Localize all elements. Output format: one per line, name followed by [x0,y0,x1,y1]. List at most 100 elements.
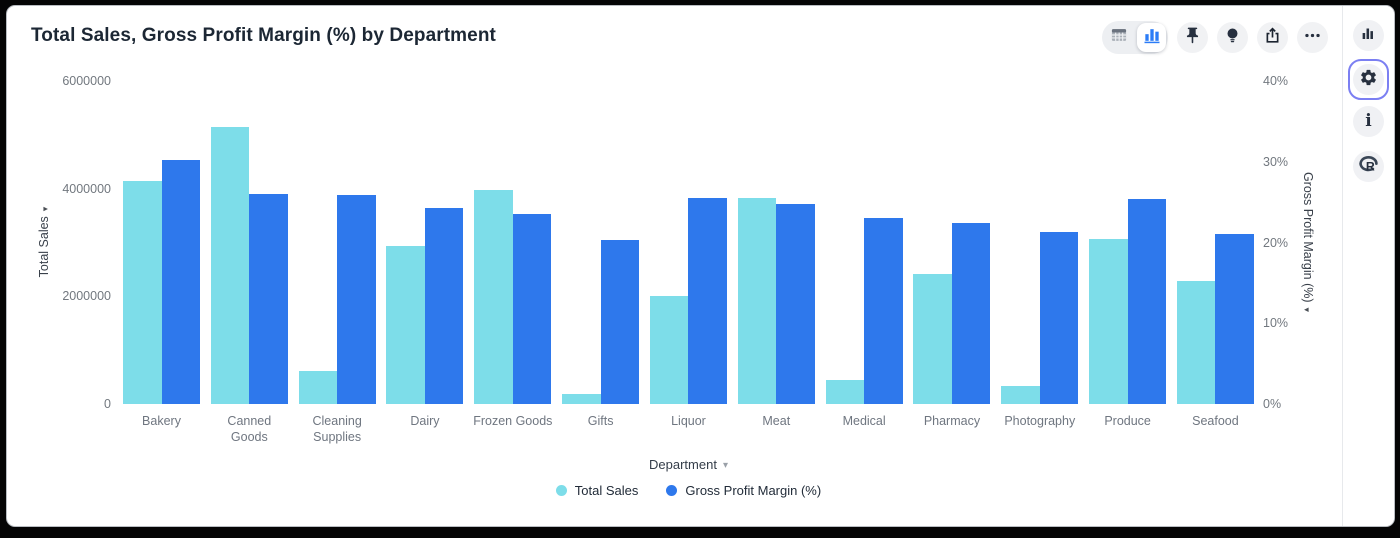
info-icon: i [1365,111,1372,131]
total-sales-bar[interactable] [1001,386,1040,404]
total-sales-bar[interactable] [649,296,689,404]
bar-group: Meat [737,81,815,428]
gross-profit-margin-bar[interactable] [161,160,200,404]
chart-legend: Total Sales Gross Profit Margin (%) [123,483,1254,498]
bar-group: Pharmacy [913,81,991,428]
left-axis-tick: 4000000 [62,181,111,196]
svg-text:R: R [1366,159,1375,173]
gross-profit-margin-bar[interactable] [1215,233,1254,404]
total-sales-bar[interactable] [1176,281,1216,404]
total-sales-bar[interactable] [123,180,162,404]
right-axis-tick: 30% [1263,154,1289,169]
total-sales-bar[interactable] [474,189,513,404]
legend-label: Gross Profit Margin (%) [685,483,822,498]
left-axis-title-text: Total Sales [37,216,51,278]
total-sales-bar[interactable] [210,126,250,404]
x-axis-category-label: Seafood [1192,414,1239,428]
pin-icon [1183,26,1202,50]
lightbulb-icon [1223,26,1242,50]
chart-widget: Total Sales, Gross Profit Margin (%) by … [7,6,1342,526]
x-axis-category-label: Dairy [410,414,440,428]
total-sales-bar[interactable] [737,198,777,404]
x-axis-category-label: Medical [842,414,886,428]
info-button[interactable]: i [1353,106,1384,137]
x-axis-category-label: Produce [1104,414,1151,428]
gross-profit-margin-bar[interactable] [337,194,376,404]
gross-profit-margin-bar[interactable] [688,198,727,404]
x-axis-category-label: Liquor [671,414,706,428]
right-icon-rail: i R [1342,6,1394,526]
gross-profit-margin-bar[interactable] [600,240,640,404]
gross-profit-margin-bar[interactable] [864,218,903,404]
gross-profit-margin-bar[interactable] [776,203,815,404]
x-axis-category-label: Photography [1004,414,1076,428]
left-axis-tick: 6000000 [62,74,111,88]
axis-sort-caret: ▾ [1302,307,1312,313]
chart-panel-button[interactable] [1353,20,1384,51]
x-axis-category-label: Cleaning Supplies [312,414,362,444]
chart-title: Total Sales, Gross Profit Margin (%) by … [31,25,496,46]
legend-item[interactable]: Total Sales [555,483,638,498]
total-sales-bar[interactable] [298,370,338,404]
settings-button[interactable] [1353,64,1384,95]
view-toggle [1102,21,1168,54]
right-y-axis: 40% 30% 20% 10% 0% [1263,74,1307,411]
right-axis-title[interactable]: Gross Profit Margin (%) ▾ [1301,172,1315,312]
export-button[interactable] [1257,22,1288,53]
x-axis-category-label: Canned Goods [227,414,272,444]
x-axis-category-label: Frozen Goods [473,414,553,428]
plot-area: Bakery Canned Goods Cleaning Supplies Dairy… [123,81,1254,444]
right-axis-tick: 10% [1263,316,1289,331]
gross-profit-margin-bar[interactable] [249,194,288,404]
r-logo-icon: R [1358,154,1379,180]
r-language-button[interactable]: R [1353,151,1384,182]
export-share-icon [1263,26,1282,50]
total-sales-bar[interactable] [1089,238,1128,404]
app-window: Total Sales, Gross Profit Margin (%) by … [6,5,1395,527]
left-axis-title[interactable]: Total Sales ▾ [37,207,51,278]
left-y-axis: 6000000 4000000 2000000 0 [7,74,111,411]
more-options-button[interactable] [1297,22,1328,53]
chevron-down-icon: ▾ [722,460,728,471]
gross-profit-margin-bar[interactable] [951,223,991,404]
total-sales-bar[interactable] [913,273,952,404]
total-sales-bar[interactable] [825,380,865,404]
lightbulb-button[interactable] [1217,22,1248,53]
total-sales-bar[interactable] [562,394,601,404]
right-axis-tick: 0% [1263,397,1282,411]
x-axis-category-label: Meat [762,414,791,428]
bar-group: Medical [825,81,903,428]
bar-group: Cleaning Supplies [298,81,376,444]
ellipsis-icon [1303,26,1322,50]
settings-active-ring [1348,59,1389,100]
legend-item[interactable]: Gross Profit Margin (%) [666,483,821,498]
bar-group: Liquor [649,81,727,428]
gross-profit-margin-bar[interactable] [424,207,464,404]
right-axis-tick: 40% [1263,74,1289,88]
bar-group: Gifts [562,81,640,428]
total-sales-bar[interactable] [386,246,425,404]
bar-group: Seafood [1176,81,1254,428]
bar-chart-icon [1142,25,1162,50]
bar-group: Canned Goods [210,81,288,444]
x-axis-title-row[interactable]: Department ▾ [123,457,1254,472]
right-axis-tick: 20% [1263,235,1289,250]
table-icon [1109,25,1129,50]
bar-group: Dairy [386,81,464,428]
chart-view-button[interactable] [1137,23,1166,52]
chart-toolbar [1102,21,1328,54]
x-axis-category-label: Gifts [587,414,614,428]
gross-profit-margin-bar[interactable] [1039,232,1079,404]
gross-profit-margin-bar[interactable] [1127,198,1167,404]
pin-button[interactable] [1177,22,1208,53]
x-axis-category-label: Pharmacy [923,414,981,428]
left-axis-tick: 0 [104,397,111,411]
x-axis-category-label: Bakery [142,414,181,428]
legend-color-dot [666,485,678,496]
gross-profit-margin-bar[interactable] [512,214,552,404]
legend-color-dot [555,485,567,496]
table-view-button[interactable] [1102,21,1135,54]
bar-group: Bakery [123,81,200,428]
bar-group: Frozen Goods [473,81,552,428]
